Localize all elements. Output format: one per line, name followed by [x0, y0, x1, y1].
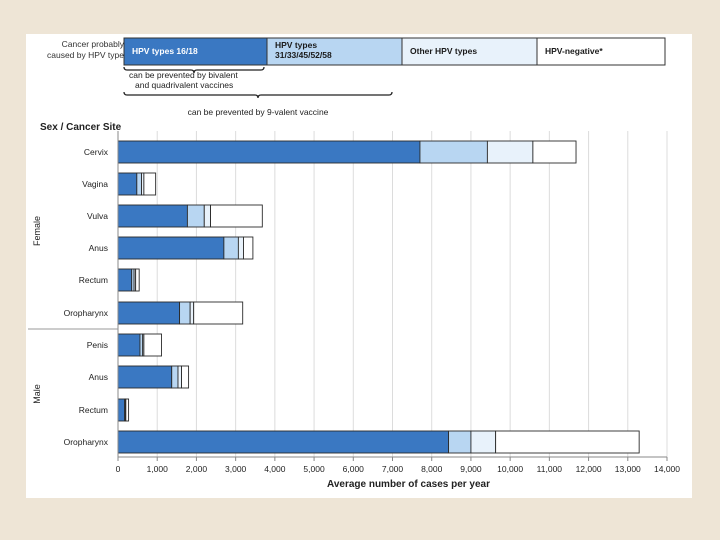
- bar-vagina-series-1: [117, 172, 138, 196]
- legend-swatch-3: [401, 37, 538, 66]
- bar-anus-series-4: [181, 365, 190, 389]
- bar-anus-series-2: [171, 365, 179, 389]
- x-tick-label: 8,000: [421, 464, 443, 474]
- bar-vulva-series-1: [117, 204, 188, 228]
- bar-oropharynx-series-1: [117, 301, 181, 325]
- chart-title: Sex / Cancer Site: [40, 122, 122, 133]
- bar-vulva-series-2: [186, 204, 205, 228]
- bar-cervix-series-2: [419, 140, 488, 164]
- x-tick-label: 1,000: [147, 464, 169, 474]
- x-tick-label: 9,000: [460, 464, 482, 474]
- x-tick-label: 0: [116, 464, 121, 474]
- group-label-male: Male: [32, 384, 42, 404]
- bar-rectum-series-1: [117, 398, 126, 422]
- x-tick-label: 3,000: [225, 464, 247, 474]
- legend-swatch-1: [123, 37, 268, 66]
- bar-rectum-series-1: [117, 268, 133, 292]
- group-label-female: Female: [32, 216, 42, 246]
- legend-label-2: 31/33/45/52/58: [275, 50, 332, 60]
- bar-oropharynx-series-2: [179, 301, 191, 325]
- legend-swatch-4: [536, 37, 666, 66]
- category-label: Vulva: [87, 211, 108, 221]
- bar-rectum-series-4: [135, 268, 140, 292]
- x-tick-label: 13,000: [615, 464, 641, 474]
- bar-vagina-series-2: [136, 172, 142, 196]
- x-tick-label: 5,000: [303, 464, 325, 474]
- bar-cervix-series-3: [486, 140, 534, 164]
- x-tick-label: 2,000: [186, 464, 208, 474]
- bar-oropharynx-series-1: [117, 430, 450, 454]
- bars: [117, 140, 640, 454]
- bar-penis-series-1: [117, 333, 141, 357]
- category-label: Oropharynx: [64, 308, 109, 318]
- brace-bivalent-label: can be prevented by bivalent: [129, 70, 238, 80]
- legend-label-4: HPV-negative*: [545, 46, 603, 56]
- bar-anus-series-2: [223, 236, 239, 260]
- category-label: Anus: [89, 243, 108, 253]
- category-label: Rectum: [79, 275, 108, 285]
- x-tick-label: 12,000: [576, 464, 602, 474]
- legend-label-2: HPV types: [275, 40, 317, 50]
- brace-bivalent: [123, 66, 265, 74]
- brace-9-valent-label: can be prevented by 9-valent vaccine: [188, 107, 329, 117]
- bar-oropharynx-series-4: [495, 430, 640, 454]
- bar-penis-series-4: [143, 333, 162, 357]
- x-tick-label: 10,000: [497, 464, 523, 474]
- bar-vulva-series-4: [210, 204, 263, 228]
- legend-intro-text: caused by HPV type: [47, 50, 124, 60]
- bar-vulva-series-3: [203, 204, 211, 228]
- bar-vagina-series-4: [143, 172, 157, 196]
- bar-cervix-series-4: [532, 140, 577, 164]
- bar-anus-series-1: [117, 365, 173, 389]
- axes: 0 1,000 2,000 3,000 4,000 5,000 6,000 7,000 8,00…: [28, 122, 680, 490]
- bar-anus-series-4: [243, 236, 254, 260]
- x-tick-label: 4,000: [264, 464, 286, 474]
- brace-bivalent-label: and quadrivalent vaccines: [135, 80, 233, 90]
- bar-oropharynx-series-3: [470, 430, 497, 454]
- bar-oropharynx-series-3: [189, 301, 195, 325]
- legend-swatch-2: [266, 37, 403, 66]
- x-axis-title: Average number of cases per year: [327, 479, 490, 490]
- x-tick-label: 6,000: [343, 464, 365, 474]
- category-label: Oropharynx: [64, 437, 109, 447]
- category-label: Rectum: [79, 405, 108, 415]
- category-label: Cervix: [84, 147, 109, 157]
- brace-9-valent: [123, 91, 393, 99]
- category-label: Anus: [89, 372, 108, 382]
- bar-oropharynx-series-2: [448, 430, 472, 454]
- legend-intro-text: Cancer probably: [62, 39, 125, 49]
- x-tick-label: 14,000: [654, 464, 680, 474]
- bar-rectum-series-4: [125, 398, 130, 422]
- x-tick-label: 11,000: [537, 464, 563, 474]
- category-label: Penis: [87, 340, 108, 350]
- bar-oropharynx-series-4: [193, 301, 244, 325]
- category-label: Vagina: [82, 179, 108, 189]
- grid: [156, 131, 668, 457]
- bar-anus-series-3: [177, 365, 182, 389]
- legend-label-1: HPV types 16/18: [132, 46, 198, 56]
- bar-anus-series-1: [117, 236, 225, 260]
- legend-label-3: Other HPV types: [410, 46, 477, 56]
- bar-anus-series-3: [237, 236, 244, 260]
- bar-cervix-series-1: [117, 140, 421, 164]
- slide-background: Cancer probably caused by HPV type HPV typ…: [26, 34, 692, 498]
- x-tick-label: 7,000: [382, 464, 404, 474]
